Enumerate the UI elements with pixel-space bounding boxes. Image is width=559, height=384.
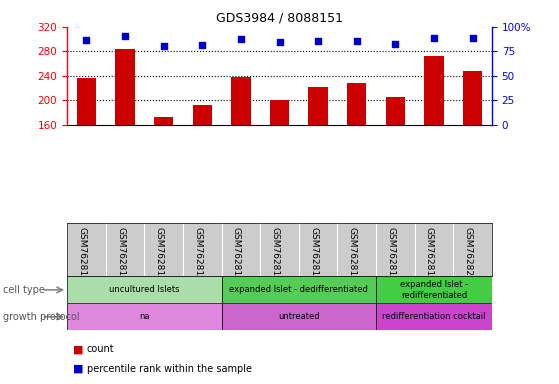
Text: GSM762814: GSM762814 xyxy=(232,227,241,282)
Text: uncultured Islets: uncultured Islets xyxy=(109,285,179,295)
Text: growth protocol: growth protocol xyxy=(3,312,79,322)
Text: GSM762812: GSM762812 xyxy=(155,227,164,282)
Text: GSM762819: GSM762819 xyxy=(348,227,357,282)
Text: GSM762817: GSM762817 xyxy=(309,227,318,282)
Bar xyxy=(463,71,482,125)
Text: untreated: untreated xyxy=(278,312,320,321)
Point xyxy=(121,33,130,39)
Text: expanded Islet -
redifferentiated: expanded Islet - redifferentiated xyxy=(400,280,468,300)
Bar xyxy=(376,276,492,303)
Text: cell type: cell type xyxy=(3,285,45,295)
Text: GSM762813: GSM762813 xyxy=(193,227,202,282)
Bar xyxy=(347,83,366,125)
Text: GSM762810: GSM762810 xyxy=(77,227,87,282)
Bar xyxy=(154,117,173,125)
Point xyxy=(159,43,168,50)
Bar xyxy=(77,78,96,125)
Point xyxy=(275,38,284,45)
Text: ■: ■ xyxy=(73,364,83,374)
Point xyxy=(82,36,91,43)
Point xyxy=(468,35,477,41)
Text: ■: ■ xyxy=(73,344,83,354)
Bar xyxy=(221,303,376,330)
Point xyxy=(198,42,207,48)
Bar xyxy=(221,276,376,303)
Bar xyxy=(115,49,135,125)
Bar xyxy=(67,303,221,330)
Bar xyxy=(67,276,221,303)
Text: percentile rank within the sample: percentile rank within the sample xyxy=(87,364,252,374)
Text: na: na xyxy=(139,312,150,321)
Bar xyxy=(193,105,212,125)
Text: GSM762811: GSM762811 xyxy=(116,227,125,282)
Bar xyxy=(231,77,250,125)
Text: expanded Islet - dedifferentiated: expanded Islet - dedifferentiated xyxy=(229,285,368,295)
Text: GSM762816: GSM762816 xyxy=(271,227,280,282)
Bar xyxy=(376,303,492,330)
Text: count: count xyxy=(87,344,114,354)
Text: GSM762815: GSM762815 xyxy=(386,227,395,282)
Text: GSM762820: GSM762820 xyxy=(463,227,472,282)
Bar xyxy=(424,56,444,125)
Point xyxy=(429,35,438,41)
Point xyxy=(236,36,245,42)
Point xyxy=(391,40,400,46)
Bar xyxy=(309,87,328,125)
Text: redifferentiation cocktail: redifferentiation cocktail xyxy=(382,312,486,321)
Text: GSM762818: GSM762818 xyxy=(425,227,434,282)
Bar xyxy=(386,97,405,125)
Bar xyxy=(270,100,289,125)
Point xyxy=(352,38,361,44)
Point xyxy=(314,38,323,44)
Title: GDS3984 / 8088151: GDS3984 / 8088151 xyxy=(216,11,343,24)
